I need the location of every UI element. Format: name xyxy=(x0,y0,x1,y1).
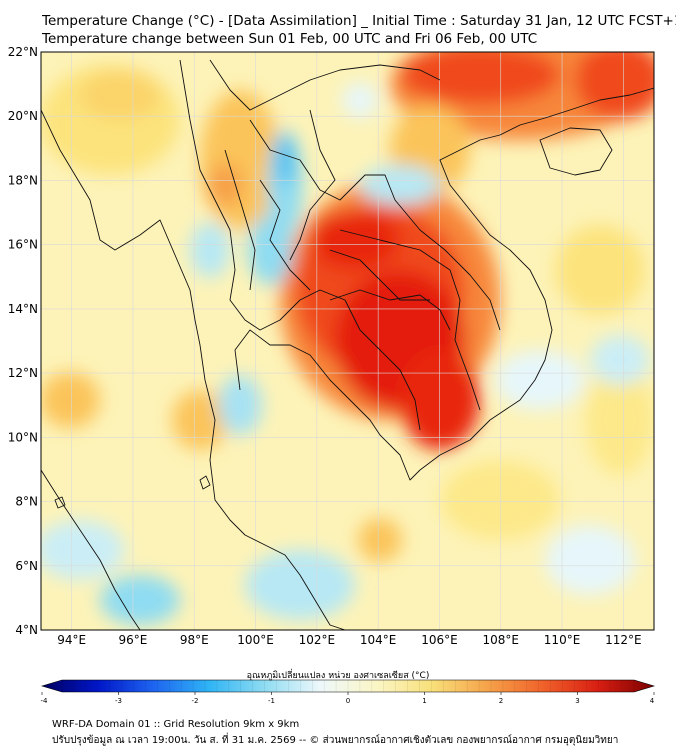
colorbar-ticks: -4 -3 -2 -1 0 1 2 3 4 xyxy=(41,680,655,705)
country-border xyxy=(329,289,451,331)
country-border xyxy=(179,59,421,431)
colorbar-tick-label: 0 xyxy=(346,697,350,705)
longitude-tick-label: 100°E xyxy=(237,633,274,647)
colorbar-tick-label: -2 xyxy=(192,697,199,705)
longitude-tick-label: 94°E xyxy=(57,633,86,647)
latitude-tick-label: 12°N xyxy=(8,366,38,380)
map-subtitle: Temperature change between Sun 01 Feb, 0… xyxy=(42,31,538,47)
footer-credit: ปรับปรุงข้อมูล ณ เวลา 19:00น. วัน ส. ที่… xyxy=(52,735,619,746)
latitude-tick-label: 10°N xyxy=(8,430,38,444)
map-frame xyxy=(40,51,655,631)
longitude-tick-label: 112°E xyxy=(605,633,642,647)
longitude-tick-label: 98°E xyxy=(180,633,209,647)
country-border xyxy=(329,249,430,301)
latitude-tick-label: 20°N xyxy=(8,109,38,123)
country-border xyxy=(249,119,501,331)
colorbar-tick-label: 4 xyxy=(650,697,655,705)
longitude-tick-label: 106°E xyxy=(421,633,458,647)
map-title: Temperature Change (°C) - [Data Assimila… xyxy=(42,13,676,29)
latitude-tick-label: 8°N xyxy=(15,495,38,509)
latitude-tick-label: 22°N xyxy=(8,45,38,59)
latitude-tick-label: 16°N xyxy=(8,238,38,252)
country-border xyxy=(339,229,481,411)
hainan-island xyxy=(539,127,613,176)
sumatra-coast xyxy=(41,469,141,630)
temperature-field xyxy=(41,52,654,630)
colorbar-tick-label: -1 xyxy=(268,697,275,705)
country-border xyxy=(209,59,441,111)
latitude-tick-label: 14°N xyxy=(8,302,38,316)
mainland-coastline xyxy=(41,109,346,630)
longitude-tick-label: 110°E xyxy=(544,633,581,647)
colorbar-title: อุณหภูมิเปลี่ยนแปลง หน่วย องศาเซลเซียส (… xyxy=(246,671,430,681)
gulf-of-thailand-coast xyxy=(234,134,553,481)
longitude-tick-label: 108°E xyxy=(483,633,520,647)
longitude-tick-labels: 94°E 96°E 98°E 100°E 102°E 104°E 106°E 108°E 110… xyxy=(57,633,641,647)
coastlines-and-borders xyxy=(41,59,654,630)
colorbar: -4 -3 -2 -1 0 1 2 3 4 xyxy=(40,679,656,705)
longitude-tick-label: 102°E xyxy=(299,633,336,647)
country-border xyxy=(289,109,336,261)
colorbar-tick-label: 3 xyxy=(575,697,579,705)
colorbar-tick-label: -4 xyxy=(41,697,49,705)
longitude-tick-label: 104°E xyxy=(360,633,397,647)
longitude-tick-label: 96°E xyxy=(119,633,148,647)
south-china-coast xyxy=(499,87,654,136)
island xyxy=(199,475,211,490)
latitude-tick-labels: 22°N 20°N 18°N 16°N 14°N 12°N 10°N 8°N 6°N 4°N xyxy=(8,45,38,637)
latitude-tick-label: 6°N xyxy=(15,559,38,573)
colorbar-tick-label: -3 xyxy=(115,697,122,705)
footer-model-info: WRF-DA Domain 01 :: Grid Resolution 9km … xyxy=(52,719,300,730)
latitude-tick-label: 4°N xyxy=(15,623,38,637)
country-border xyxy=(224,149,256,291)
island xyxy=(54,496,66,509)
field-blobs xyxy=(41,52,654,625)
country-border xyxy=(259,179,311,291)
colorbar-tick-label: 1 xyxy=(422,697,426,705)
colorbar-tick-label: 2 xyxy=(499,697,503,705)
latitude-tick-label: 18°N xyxy=(8,173,38,187)
colorbar-gradient xyxy=(40,679,656,693)
